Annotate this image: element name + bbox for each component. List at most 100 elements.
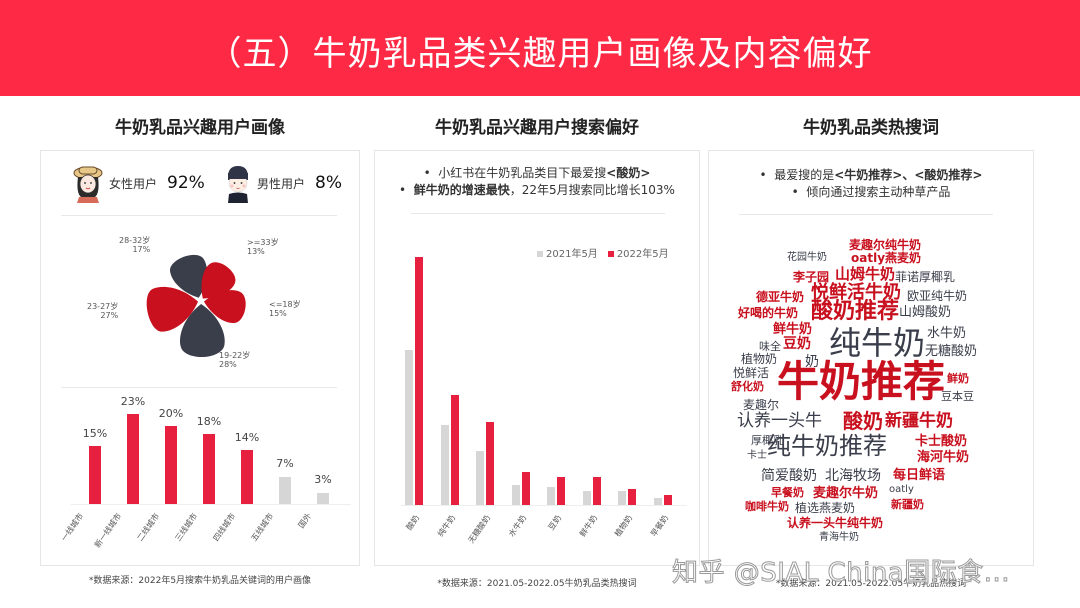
bar-tier5 — [279, 477, 291, 504]
female-stat: 女性用户 92% — [71, 163, 205, 203]
value-label: 14% — [234, 431, 260, 444]
hot-word: 酸奶 — [843, 409, 883, 433]
bar-2021 — [405, 350, 413, 505]
hot-word: 北海牧场 — [825, 468, 881, 484]
hot-word: 纯牛奶 — [829, 324, 926, 362]
x-label: 新一线城市 — [92, 511, 124, 550]
hot-word: 舒化奶 — [731, 380, 764, 393]
hot-word: 厚椰乳 — [751, 434, 784, 447]
hot-word: 青海牛奶 — [819, 532, 859, 543]
page-title: （五）牛奶乳品类兴趣用户画像及内容偏好 — [207, 34, 873, 74]
hot-word: 植物奶 — [741, 352, 778, 366]
column-title-search-preference: 牛奶乳品兴趣用户搜索偏好 — [435, 118, 639, 138]
hot-word: 悦鲜活牛奶 — [811, 282, 901, 303]
column-title-hot-words: 牛奶乳品类热搜词 — [803, 118, 939, 138]
bar-2021 — [583, 491, 591, 505]
bar-2021 — [476, 451, 484, 505]
age-label-23-27: 23-27岁 27% — [87, 302, 119, 320]
x-label: 三线城市 — [173, 511, 200, 543]
bar-tier2 — [165, 426, 177, 504]
hot-word: 牛奶推荐 — [777, 357, 946, 406]
hot-word: 欧亚纯牛奶 — [907, 289, 968, 303]
hot-word: 好喝的牛奶 — [738, 306, 799, 320]
divider — [739, 214, 993, 215]
bar-2022 — [486, 422, 494, 505]
hot-word: 山姆酸奶 — [899, 305, 952, 320]
x-label: 纯牛奶 — [436, 513, 458, 539]
chart-legend: 2021年5月 2022年5月 — [537, 245, 669, 260]
data-source-note: *数据来源：2021.05-2022.05牛奶乳品类热搜词 — [437, 579, 637, 589]
male-label: 男性用户 — [257, 176, 306, 191]
hot-word: 悦鲜活 — [733, 366, 770, 380]
hot-word: oatly燕麦奶 — [851, 251, 922, 265]
hot-word: 麦趣尔 — [743, 398, 780, 412]
bar-2022 — [415, 257, 423, 505]
header-banner: （五）牛奶乳品类兴趣用户画像及内容偏好 — [0, 0, 1080, 96]
hot-word: 卡士 — [747, 450, 767, 461]
bar-tier3 — [203, 434, 215, 504]
hot-word: 李子园 — [793, 270, 830, 284]
search-bullets: • 小红书在牛奶乳品类目下最爱搜<酸奶> • 鲜牛奶的增速最快，22年5月搜索同… — [375, 165, 699, 199]
bar-new-tier1 — [127, 414, 139, 504]
x-label: 国外 — [296, 511, 314, 530]
city-bar-chart: 15% 23% 20% 18% 14% 7% 3% — [71, 395, 351, 505]
hot-word: 鲜牛奶 — [773, 322, 813, 337]
hot-word: 卡士酸奶 — [915, 434, 968, 449]
hot-word: 早餐奶 — [771, 486, 804, 499]
bar-2021 — [441, 425, 449, 505]
divider — [61, 215, 337, 216]
value-label: 7% — [276, 457, 294, 470]
hot-word: 每日鲜语 — [893, 468, 946, 483]
bar-2021 — [618, 491, 626, 505]
age-petal-chart — [146, 254, 246, 357]
x-label: 四线城市 — [211, 511, 238, 543]
male-avatar-icon — [228, 166, 248, 203]
hot-word: oatly — [889, 484, 914, 495]
hot-word: 水牛奶 — [927, 326, 967, 341]
x-label: 无糖酸奶 — [466, 513, 493, 545]
watermark: 知乎 @SIAL China国际食... — [671, 558, 1011, 589]
bar-2022 — [451, 395, 459, 505]
legend-item-2022: 2022年5月 — [607, 245, 669, 260]
x-label: 一线城市 — [59, 511, 86, 543]
hot-word: 鲜奶 — [947, 372, 969, 385]
divider — [61, 387, 337, 388]
x-label: 植物奶 — [613, 513, 635, 539]
search-preference-panel: • 小红书在牛奶乳品类目下最爱搜<酸奶> • 鲜牛奶的增速最快，22年5月搜索同… — [374, 150, 700, 566]
hot-word: 豆奶 — [783, 336, 811, 352]
hot-word: 纯牛奶推荐 — [767, 432, 887, 460]
hot-word: 简爱酸奶 — [761, 468, 817, 484]
bullet-item: • 倾向通过搜索主动种草产品 — [791, 185, 951, 199]
hot-word: 山姆牛奶 — [835, 265, 896, 283]
bar-2022 — [628, 489, 636, 505]
bar-tier1 — [89, 446, 101, 504]
hot-word: 新疆奶 — [891, 498, 924, 511]
value-label: 23% — [120, 395, 146, 408]
bullet-item: • 小红书在牛奶乳品类目下最爱搜<酸奶> — [423, 166, 651, 180]
legend-item-2021: 2021年5月 — [537, 245, 598, 260]
female-avatar-icon — [73, 166, 103, 203]
word-cloud: 麦趣尔纯牛奶 花园牛奶 oatly燕麦奶 李子园 山姆牛奶 菲诺厚椰乳 德亚牛奶 悦鲜活牛奶欧… — [709, 151, 1033, 565]
hot-word: 认养一头牛纯牛奶 — [787, 516, 884, 530]
hot-word: 酸奶推荐 — [811, 299, 900, 324]
value-label: 3% — [314, 473, 332, 486]
divider — [411, 213, 665, 214]
bar-2021 — [654, 498, 662, 505]
x-label: 二线城市 — [135, 511, 162, 543]
age-label-19-22: 19-22岁 28% — [219, 351, 251, 369]
bar-overseas — [317, 493, 329, 504]
bar-2022 — [593, 477, 601, 505]
hot-word: 麦趣尔纯牛奶 — [849, 238, 922, 252]
hot-word: 麦趣尔牛奶 — [813, 486, 879, 501]
x-label: 酸奶 — [404, 513, 422, 532]
hot-word: 豆本豆 — [941, 390, 974, 403]
female-value: 92% — [167, 173, 205, 193]
value-label: 20% — [158, 407, 184, 420]
bullet-item: • 鲜牛奶的增速最快，22年5月搜索同比增长103% — [399, 183, 675, 197]
x-label: 五线城市 — [249, 511, 276, 543]
bar-2021 — [512, 485, 520, 505]
bullet-item: • 最爱搜的是<牛奶推荐>、<酸奶推荐> — [759, 168, 983, 182]
value-label: 18% — [196, 415, 222, 428]
hot-word: 咖啡牛奶 — [745, 500, 789, 513]
bar-tier4 — [241, 450, 253, 504]
